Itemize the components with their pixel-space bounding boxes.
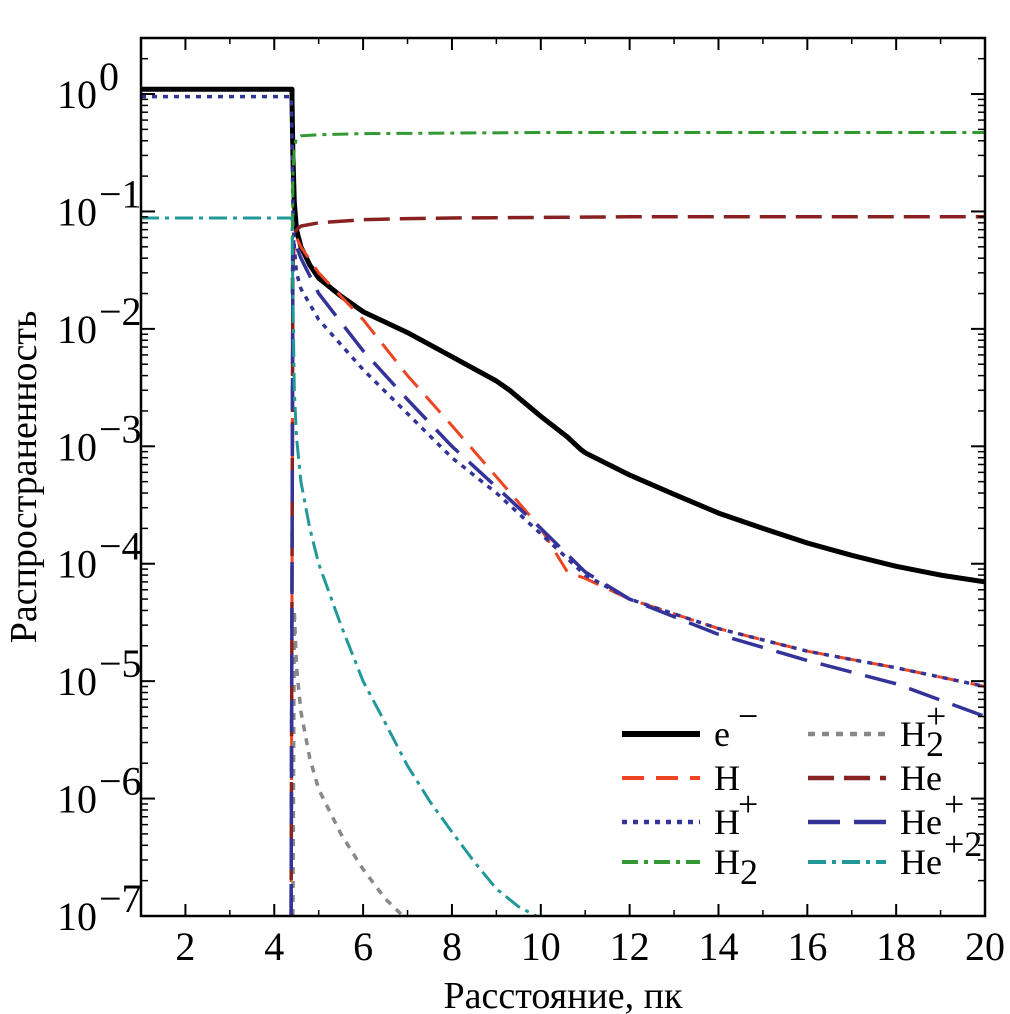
series-7-legend-label: He	[900, 842, 942, 882]
x-tick-label: 18	[876, 924, 916, 969]
y-tick-exponent: −2	[99, 289, 142, 334]
y-tick-label: 10	[57, 659, 97, 704]
series-6-legend-label: He	[900, 802, 942, 842]
series-3-legend-label: H	[714, 842, 740, 882]
y-axis-label: Распространенность	[3, 311, 45, 644]
series-3-legend-sub: 2	[740, 852, 758, 892]
series-4-legend-label: H	[900, 714, 926, 754]
series-1-legend-label: H	[714, 758, 740, 798]
y-tick-exponent: 0	[99, 54, 119, 99]
series-7-line	[141, 216, 537, 916]
x-tick-label: 8	[442, 924, 462, 969]
series-4-legend-sub: 2	[926, 724, 944, 764]
x-tick-label: 20	[965, 924, 1005, 969]
y-tick-label: 10	[57, 307, 97, 352]
x-tick-label: 10	[521, 924, 561, 969]
series-0-line	[141, 86, 985, 585]
series-6-line	[289, 235, 985, 916]
y-tick-exponent: −6	[99, 759, 142, 804]
y-tick-exponent: −5	[99, 641, 142, 686]
x-tick-label: 14	[698, 924, 738, 969]
x-tick-label: 12	[610, 924, 650, 969]
series-0-legend-label: e	[714, 714, 730, 754]
y-tick-exponent: −1	[99, 171, 142, 216]
y-tick-exponent: −7	[99, 876, 142, 921]
x-axis-label: Расстояние, пк	[444, 975, 683, 1014]
y-tick-label: 10	[57, 72, 97, 117]
series-4-legend-sup: +	[926, 696, 946, 736]
x-tick-label: 16	[787, 924, 827, 969]
y-tick-exponent: −3	[99, 406, 142, 451]
y-tick-exponent: −4	[99, 524, 142, 569]
plot-frame	[139, 36, 987, 918]
series-2-legend-label: H	[714, 802, 740, 842]
y-tick-label: 10	[57, 424, 97, 469]
series-5-line	[289, 215, 985, 916]
y-tick-label: 10	[57, 777, 97, 822]
series-2-legend-sup: +	[738, 784, 758, 824]
series-6-legend-sup: +	[944, 784, 964, 824]
y-tick-label: 10	[57, 189, 97, 234]
series-0-legend-sup: −	[738, 696, 758, 736]
x-tick-label: 6	[353, 924, 373, 969]
series-3-line	[290, 131, 985, 294]
x-tick-label: 4	[264, 924, 284, 969]
series-1-line	[289, 236, 985, 916]
series-4-line	[291, 608, 405, 916]
series-7-legend-sup: +2	[944, 824, 982, 864]
y-tick-label: 10	[57, 894, 97, 939]
y-tick-label: 10	[57, 542, 97, 587]
x-tick-label: 2	[175, 924, 195, 969]
series-2-line	[141, 94, 985, 689]
series-5-legend-label: He	[900, 758, 942, 798]
series-layer	[141, 86, 985, 916]
